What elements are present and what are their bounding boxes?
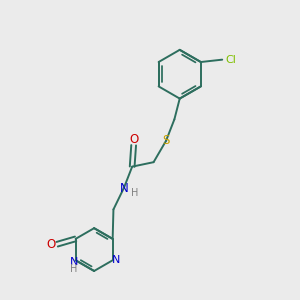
Text: Cl: Cl: [225, 55, 236, 64]
Text: H: H: [131, 188, 139, 198]
Text: S: S: [162, 134, 170, 147]
Text: N: N: [112, 255, 120, 265]
Text: N: N: [70, 257, 78, 267]
Text: H: H: [70, 264, 78, 274]
Text: O: O: [129, 133, 138, 146]
Text: O: O: [46, 238, 55, 251]
Text: N: N: [119, 182, 128, 194]
